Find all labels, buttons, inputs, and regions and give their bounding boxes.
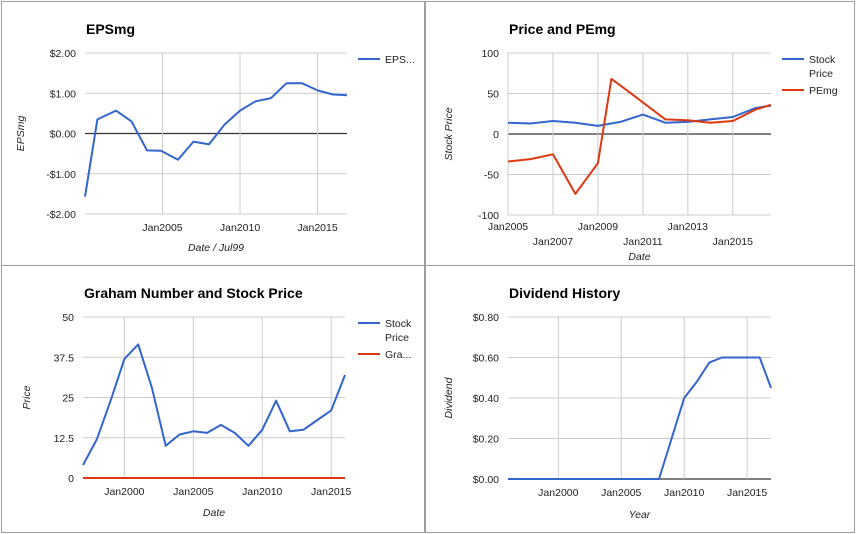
- y-tick-label: $0.00: [473, 474, 499, 486]
- y-tick-label: 0: [68, 473, 74, 485]
- chart-panel-dividend: Dividend History $0.80 $0.60 $0.40 $0.20 $0.0…: [425, 265, 855, 533]
- y-tick-label: 100: [481, 48, 499, 60]
- y-axis-label: Dividend: [443, 376, 455, 418]
- x-tick-label: Jan2011: [623, 236, 663, 248]
- y-tick-label: $0.00: [50, 129, 76, 141]
- chart-panel-epsmg: EPSmg $2.00 $1.00 $0.00 -$1.00 -$2.00 Jan2005 J…: [1, 1, 425, 267]
- x-tick-label: Jan2015: [297, 222, 337, 234]
- x-axis-label: Date / Jul99: [188, 242, 244, 254]
- x-tick-label: Jan2009: [578, 221, 618, 233]
- chart-title: Dividend History: [509, 285, 620, 301]
- y-tick-label: -50: [484, 170, 499, 182]
- chart-title: Price and PEmg: [509, 21, 616, 37]
- x-axis-label: Date: [628, 251, 650, 263]
- x-tick-label: Jan2010: [242, 486, 282, 498]
- series-line-0: [507, 104, 772, 127]
- legend-label-1: PEmg: [809, 85, 838, 97]
- x-tick-label: Jan2005: [488, 221, 528, 233]
- dividend-chart: Dividend History $0.80 $0.60 $0.40 $0.20 $0.0…: [443, 285, 772, 521]
- chart-panel-price-pemg: Price and PEmg 100 50 0 -50 -100 Jan2005 Jan200…: [425, 1, 855, 267]
- y-tick-label: $2.00: [50, 48, 76, 60]
- epsmg-chart: EPSmg $2.00 $1.00 $0.00 -$1.00 -$2.00 Jan2005 J…: [15, 21, 415, 254]
- legend-label-0: Stock Price: [809, 54, 836, 80]
- y-tick-label: 12.5: [54, 433, 75, 445]
- legend-label-0: Stock Price: [385, 318, 412, 344]
- series-line-0: [84, 82, 348, 197]
- y-axis-label: EPSmg: [15, 116, 27, 152]
- x-tick-label: Jan2013: [668, 221, 708, 233]
- y-tick-label: -$2.00: [46, 209, 76, 221]
- y-tick-label: $0.40: [473, 393, 499, 405]
- legend-label-1: Gra...: [385, 349, 411, 361]
- x-tick-label: Jan2010: [664, 487, 704, 499]
- y-axis-label: Stock Price: [443, 107, 455, 160]
- chart-panel-graham: Graham Number and Stock Price 50 37.5 25 12.…: [1, 265, 425, 533]
- y-tick-label: $0.60: [473, 353, 499, 365]
- y-tick-label: -$1.00: [46, 169, 76, 181]
- graham-chart: Graham Number and Stock Price 50 37.5 25 12.…: [21, 285, 412, 519]
- series-line-1: [507, 77, 772, 195]
- y-tick-label: $0.20: [473, 434, 499, 446]
- x-tick-label: Jan2007: [533, 236, 573, 248]
- chart-title: EPSmg: [86, 21, 135, 37]
- y-tick-label: 25: [62, 393, 74, 405]
- x-tick-label: Jan2015: [311, 486, 351, 498]
- y-tick-label: $1.00: [50, 88, 76, 100]
- y-tick-label: -100: [478, 210, 499, 222]
- x-tick-label: Jan2010: [220, 222, 260, 234]
- chart-title: Graham Number and Stock Price: [84, 285, 303, 301]
- x-tick-label: Jan2015: [713, 236, 753, 248]
- y-tick-label: 50: [487, 89, 499, 101]
- y-tick-label: 37.5: [54, 352, 75, 364]
- y-tick-label: 50: [62, 312, 74, 324]
- x-tick-label: Jan2000: [104, 486, 144, 498]
- x-axis-label: Date: [203, 507, 225, 519]
- y-tick-label: $0.80: [473, 312, 499, 324]
- x-axis-label: Year: [629, 509, 651, 521]
- y-tick-label: 0: [493, 129, 499, 141]
- x-tick-label: Jan2005: [142, 222, 182, 234]
- series-line-0: [82, 343, 346, 466]
- x-tick-label: Jan2015: [727, 487, 767, 499]
- legend-label-0: EPS...: [385, 54, 415, 66]
- y-axis-label: Price: [21, 385, 33, 409]
- x-tick-label: Jan2005: [173, 486, 213, 498]
- x-tick-label: Jan2005: [601, 487, 641, 499]
- x-tick-label: Jan2000: [538, 487, 578, 499]
- series-line-0: [508, 356, 772, 480]
